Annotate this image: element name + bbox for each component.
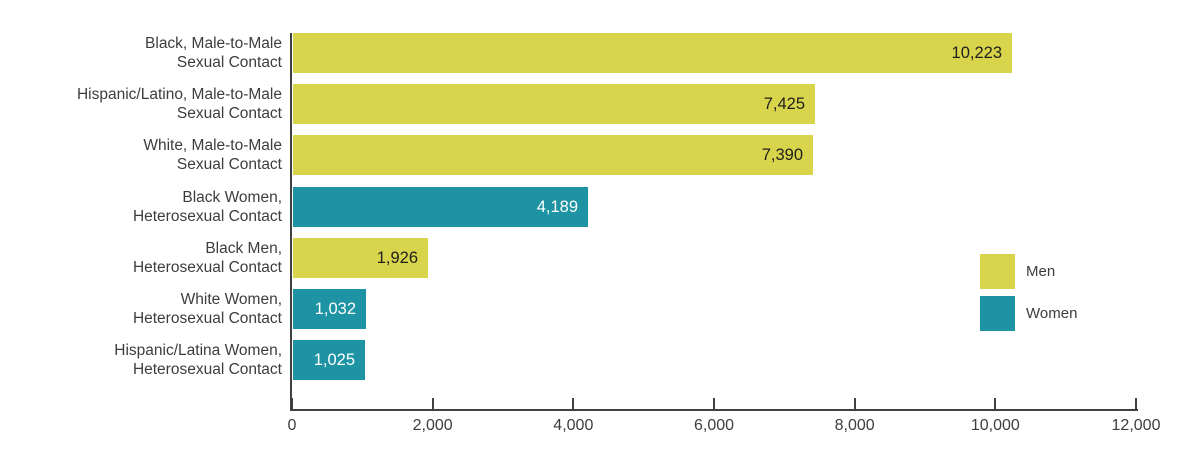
y-axis-line bbox=[290, 33, 292, 411]
x-axis-tick bbox=[572, 398, 575, 409]
legend-swatch-men bbox=[980, 254, 1015, 289]
x-axis-tick bbox=[994, 398, 997, 409]
x-axis-tick-label: 10,000 bbox=[970, 417, 1020, 434]
legend-item: Men bbox=[980, 254, 1077, 289]
bar-value-label: 10,223 bbox=[951, 43, 1002, 62]
bar-value-label: 1,032 bbox=[314, 299, 356, 318]
x-axis-tick bbox=[431, 398, 434, 409]
bar-women: 1,032 bbox=[293, 289, 366, 329]
bar-men: 1,926 bbox=[293, 238, 428, 278]
x-axis-tick-label: 8,000 bbox=[834, 417, 875, 434]
x-axis-tick-label: 2,000 bbox=[412, 417, 453, 434]
legend: Men Women bbox=[980, 254, 1077, 338]
category-label: Black, Male-to-Male Sexual Contact bbox=[145, 35, 282, 71]
category-label: White Women, Heterosexual Contact bbox=[132, 291, 282, 327]
bar-men: 7,425 bbox=[293, 84, 815, 124]
bar-value-label: 1,926 bbox=[376, 248, 418, 267]
legend-label: Men bbox=[1026, 263, 1056, 280]
category-label: Black Men, Heterosexual Contact bbox=[132, 240, 282, 276]
category-label: Hispanic/Latina Women, Heterosexual Conta… bbox=[114, 342, 282, 378]
bar-men: 7,390 bbox=[293, 135, 813, 175]
bar-value-label: 7,425 bbox=[763, 94, 805, 113]
x-axis-line bbox=[290, 409, 1138, 411]
legend-label: Women bbox=[1026, 305, 1078, 322]
x-axis-tick-label: 4,000 bbox=[553, 417, 594, 434]
x-axis-tick bbox=[853, 398, 856, 409]
x-axis-tick bbox=[713, 398, 715, 409]
category-label: White, Male-to-Male Sexual Contact bbox=[143, 137, 282, 173]
x-axis-tick-label: 6,000 bbox=[693, 417, 735, 434]
bar-women: 4,189 bbox=[293, 187, 588, 227]
category-label: Hispanic/Latino, Male-to-Male Sexual Cont… bbox=[76, 86, 282, 122]
x-axis-tick bbox=[1135, 398, 1137, 409]
legend-swatch-women bbox=[980, 296, 1015, 331]
bar-women: 1,025 bbox=[293, 340, 365, 380]
x-axis-tick-label: 12,000 bbox=[1111, 417, 1161, 434]
category-label: Black Women, Heterosexual Contact bbox=[132, 189, 282, 225]
legend-item: Women bbox=[980, 296, 1077, 331]
bar-value-label: 1,025 bbox=[313, 350, 355, 369]
x-axis-tick bbox=[291, 398, 293, 409]
x-axis-tick-label: 0 bbox=[287, 417, 297, 434]
bar-value-label: 4,189 bbox=[536, 197, 578, 216]
bar-men: 10,223 bbox=[293, 33, 1012, 73]
bar-value-label: 7,390 bbox=[761, 145, 803, 164]
